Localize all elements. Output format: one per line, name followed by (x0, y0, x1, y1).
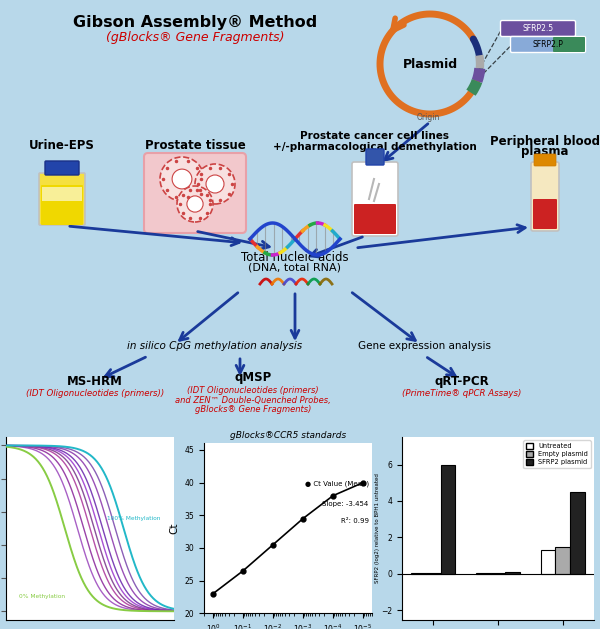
Text: MS-HRM: MS-HRM (67, 375, 123, 388)
Text: Total nucleic acids: Total nucleic acids (241, 251, 349, 264)
Text: Gene expression analysis: Gene expression analysis (359, 341, 491, 351)
Bar (425, 573, 440, 574)
Circle shape (206, 175, 224, 193)
Text: Urine-EPS: Urine-EPS (29, 139, 95, 152)
Title: gBlocks®CCR5 standards: gBlocks®CCR5 standards (230, 431, 346, 440)
Bar (505, 572, 520, 574)
Bar (571, 492, 585, 574)
Text: and ZEN™ Double-Quenched Probes,: and ZEN™ Double-Quenched Probes, (175, 396, 331, 405)
Bar (411, 573, 425, 574)
Text: +/-pharmacological demethylation: +/-pharmacological demethylation (273, 142, 477, 152)
FancyBboxPatch shape (553, 37, 585, 52)
Y-axis label: Ct: Ct (169, 523, 179, 534)
FancyBboxPatch shape (144, 153, 246, 233)
Text: Gibson Assembly® Method: Gibson Assembly® Method (73, 14, 317, 30)
Bar (491, 573, 505, 574)
Text: plasma: plasma (521, 145, 569, 158)
Legend: Untreated, Empty plasmid, SFRP2 plasmid: Untreated, Empty plasmid, SFRP2 plasmid (523, 440, 590, 468)
Text: 0% Methylation: 0% Methylation (19, 594, 65, 599)
FancyBboxPatch shape (39, 173, 85, 225)
Text: Origin: Origin (416, 113, 440, 122)
Text: in silico CpG methylation analysis: in silico CpG methylation analysis (127, 341, 302, 351)
FancyBboxPatch shape (45, 161, 79, 175)
FancyBboxPatch shape (354, 204, 396, 234)
Text: SFRP2.P: SFRP2.P (533, 40, 563, 49)
Text: Plasmid: Plasmid (403, 57, 458, 70)
FancyBboxPatch shape (366, 149, 384, 165)
Circle shape (160, 157, 204, 201)
Text: qRT-PCR: qRT-PCR (434, 375, 490, 388)
Bar (541, 550, 556, 574)
Text: SFRP2.5: SFRP2.5 (523, 24, 554, 33)
Circle shape (177, 186, 213, 222)
Text: (IDT Oligonucleotides (primers)): (IDT Oligonucleotides (primers)) (26, 389, 164, 398)
Text: gBlocks® Gene Fragments): gBlocks® Gene Fragments) (195, 405, 311, 414)
Text: Slope: -3.454: Slope: -3.454 (322, 501, 368, 507)
Text: (gBlocks® Gene Fragments): (gBlocks® Gene Fragments) (106, 30, 284, 43)
FancyBboxPatch shape (352, 162, 398, 236)
FancyBboxPatch shape (534, 154, 556, 166)
Text: (PrimeTime® qPCR Assays): (PrimeTime® qPCR Assays) (403, 389, 521, 398)
FancyBboxPatch shape (511, 36, 586, 52)
Text: (IDT Oligonucleotides (primers): (IDT Oligonucleotides (primers) (187, 386, 319, 395)
Text: 100% Methylation: 100% Methylation (107, 516, 160, 521)
FancyBboxPatch shape (531, 162, 559, 231)
Text: ● Ct Value (Mean): ● Ct Value (Mean) (305, 481, 368, 487)
Text: Prostate cancer cell lines: Prostate cancer cell lines (301, 131, 449, 141)
FancyBboxPatch shape (533, 199, 557, 229)
Bar (556, 547, 571, 574)
Bar (440, 464, 455, 574)
Text: qMSP: qMSP (235, 371, 272, 384)
Text: R²: 0.99: R²: 0.99 (341, 518, 368, 524)
Circle shape (187, 196, 203, 212)
Bar (476, 573, 491, 574)
Circle shape (172, 169, 192, 189)
Y-axis label: SFRP2 (log2) relative to BPH1 untreated: SFRP2 (log2) relative to BPH1 untreated (375, 474, 380, 583)
FancyBboxPatch shape (500, 21, 575, 36)
Text: Prostate tissue: Prostate tissue (145, 139, 245, 152)
FancyBboxPatch shape (42, 187, 82, 201)
FancyBboxPatch shape (41, 185, 83, 225)
Text: (DNA, total RNA): (DNA, total RNA) (248, 263, 341, 273)
Circle shape (195, 164, 235, 204)
Text: Peripheral blood: Peripheral blood (490, 135, 600, 148)
